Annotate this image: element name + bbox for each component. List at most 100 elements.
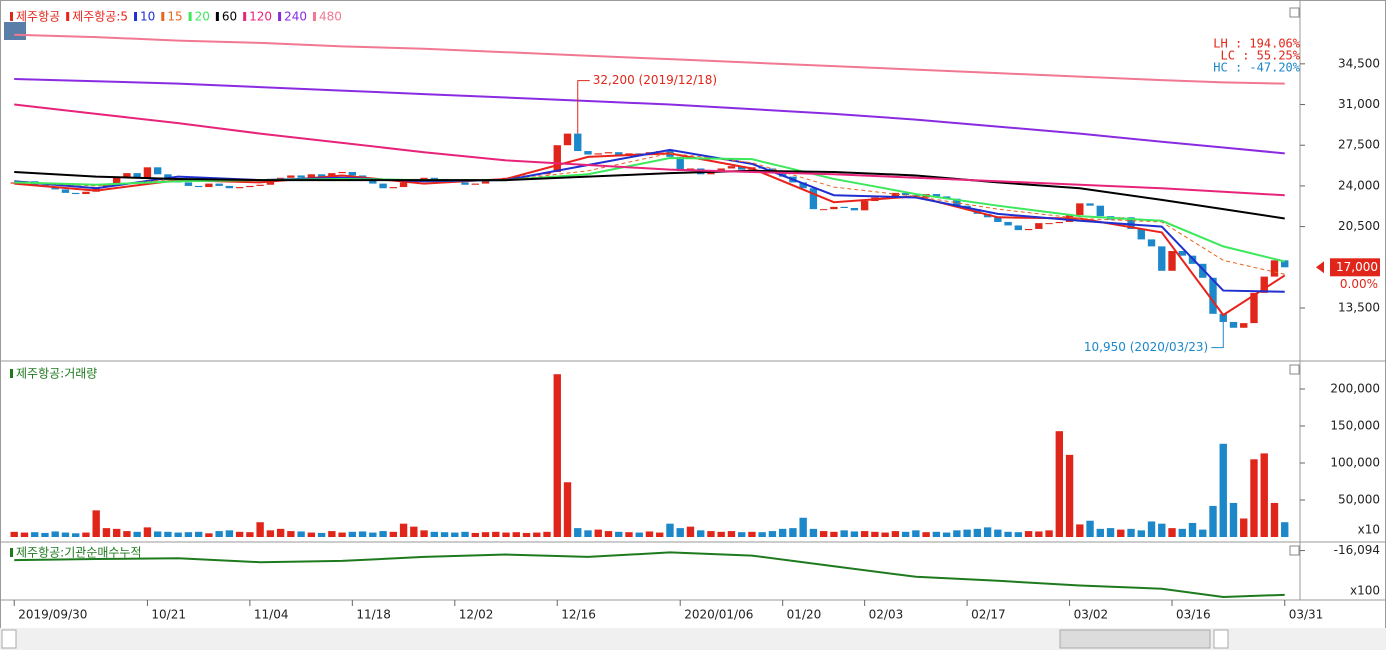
candle-body — [184, 182, 193, 186]
candle-body — [707, 171, 715, 175]
volume-bar — [440, 532, 449, 537]
y-tick-label: 27,500 — [1338, 138, 1380, 152]
candle-body — [1240, 323, 1248, 328]
inst-line — [14, 551, 1285, 598]
panel-button[interactable] — [1289, 545, 1300, 556]
volume-bar — [123, 531, 131, 537]
annotation-arrow — [1211, 337, 1224, 349]
volume-bar — [184, 532, 193, 537]
volume-bar — [112, 528, 121, 537]
candle-body — [994, 217, 1002, 222]
candle-body — [51, 187, 59, 190]
volume-bar — [645, 531, 654, 537]
volume-bar — [1035, 531, 1043, 537]
volume-bar — [809, 528, 818, 537]
scroll-left[interactable] — [1, 629, 17, 649]
y-tick-label: 100,000 — [1330, 456, 1380, 470]
legend-swatch — [312, 12, 316, 21]
volume-bar — [1045, 530, 1053, 537]
x-tick-label: 12/16 — [561, 608, 596, 622]
candle-body — [225, 185, 234, 189]
candle-body — [738, 166, 746, 170]
volume-bar — [1209, 505, 1217, 537]
candle-body — [676, 156, 684, 171]
candle-body — [850, 208, 859, 211]
legend-prefix: 제주항공: — [72, 10, 120, 24]
change-label: 0.00% — [1340, 277, 1378, 291]
volume-bar — [379, 531, 387, 537]
ma-line — [14, 33, 1285, 85]
volume-bar — [389, 531, 398, 537]
candle-body — [901, 192, 910, 196]
legend-swatch — [188, 12, 192, 21]
volume-bar — [676, 528, 684, 537]
legend-label: 480 — [319, 10, 342, 24]
candle-body — [799, 182, 807, 189]
panel-button[interactable] — [1289, 7, 1300, 18]
volume-bar — [410, 526, 418, 537]
volume-bar — [338, 532, 346, 537]
volume-bar — [276, 528, 285, 537]
volume-bar — [492, 531, 500, 537]
legend-label: 120 — [249, 10, 272, 24]
candle-body — [348, 171, 357, 176]
candle-body — [1137, 228, 1145, 240]
volume-bar — [881, 532, 889, 537]
scroll-thumb[interactable] — [1059, 629, 1211, 649]
volume-bar — [1260, 453, 1268, 537]
scrollbar[interactable] — [0, 628, 1386, 650]
candle-body — [256, 184, 264, 186]
candle-body — [1219, 313, 1227, 322]
candle-body — [584, 151, 592, 155]
volume-bar — [615, 531, 623, 537]
volume-bar — [31, 532, 39, 537]
legend-swatch — [10, 369, 13, 378]
candle-body — [61, 189, 70, 193]
volume-bar — [235, 531, 244, 537]
volume-bar — [860, 531, 869, 537]
volume-bar — [307, 532, 316, 537]
candle-body — [1199, 263, 1207, 278]
candle-body — [235, 187, 244, 189]
candle-body — [461, 182, 469, 185]
legend-swatch — [278, 12, 282, 21]
y-tick-label: 24,000 — [1338, 178, 1380, 192]
volume-bar — [707, 531, 715, 537]
stat-label: HC : -47.20% — [1213, 61, 1300, 75]
volume-bar — [594, 529, 602, 537]
volume-bar — [789, 528, 797, 537]
panel-button[interactable] — [1289, 364, 1300, 375]
candle-body — [574, 133, 582, 152]
volume-bar — [1250, 459, 1258, 537]
candle-body — [840, 206, 848, 209]
volume-bar — [225, 530, 234, 537]
candle-body — [1178, 251, 1186, 256]
volume-bar — [328, 531, 336, 537]
volume-bar — [983, 527, 992, 537]
candle-body — [1158, 246, 1166, 271]
candle-body — [123, 173, 131, 177]
volume-bar — [1055, 431, 1064, 537]
ma-line — [14, 77, 1285, 155]
candle-body — [891, 192, 900, 197]
volume-bar — [871, 531, 879, 537]
candle-body — [1014, 225, 1023, 231]
mode-button[interactable] — [4, 22, 26, 40]
volume-bar — [1096, 528, 1104, 537]
x-tick-label: 01/20 — [787, 608, 822, 622]
volume-bar — [758, 532, 766, 537]
volume-bar — [1219, 443, 1227, 537]
candle-body — [1229, 321, 1238, 328]
volume-bar — [748, 531, 756, 537]
x-tick-label: 2019/09/30 — [18, 608, 87, 622]
candle-body — [92, 187, 100, 192]
volume-bar — [205, 533, 213, 537]
volume-bar — [963, 529, 971, 537]
legend-swatch — [10, 12, 13, 21]
volume-bar — [256, 522, 264, 537]
x-tick-label: 11/18 — [356, 608, 391, 622]
legend-swatch — [10, 548, 13, 557]
volume-bar — [830, 531, 838, 537]
scroll-right[interactable] — [1213, 629, 1229, 649]
